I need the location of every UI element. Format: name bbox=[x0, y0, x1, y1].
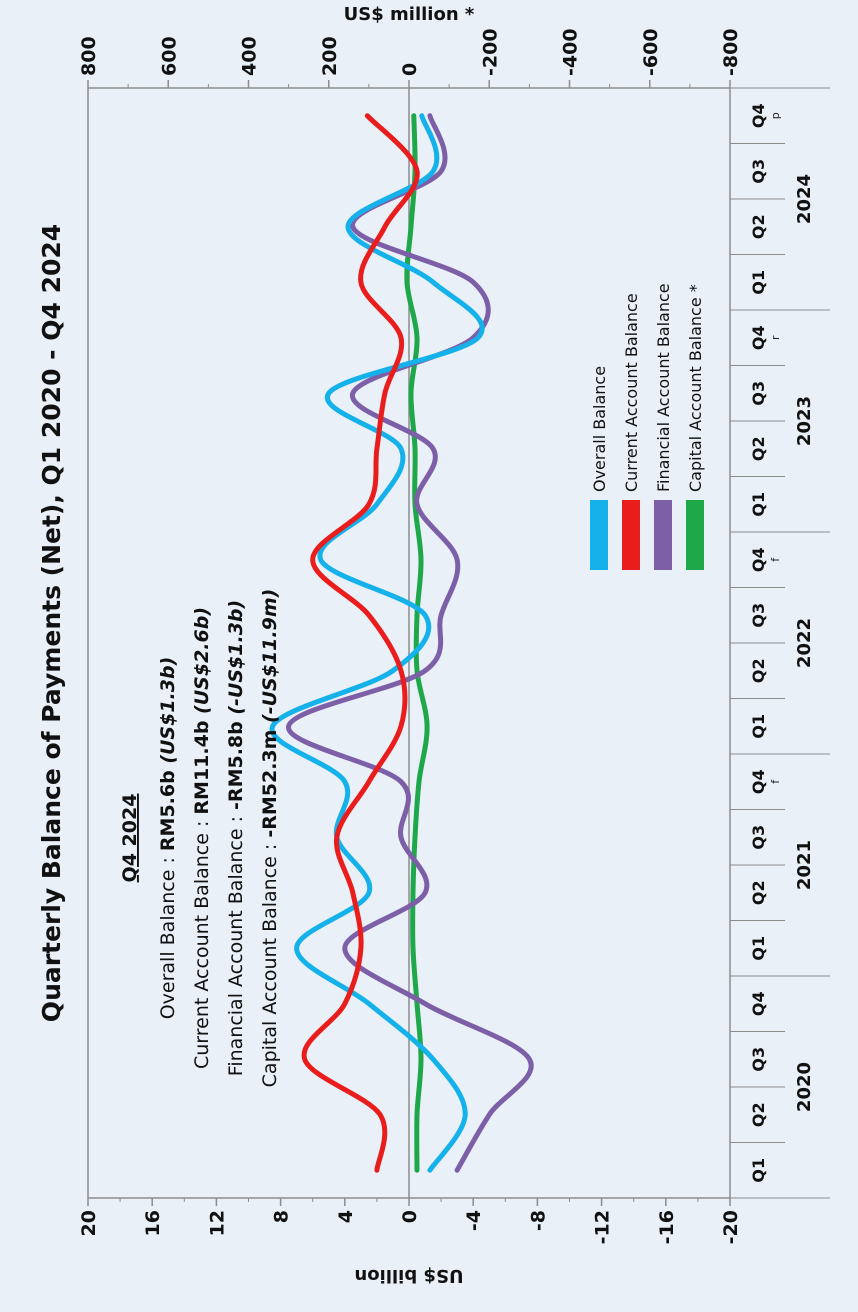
annotation-note: (US$1.3b) bbox=[157, 657, 179, 771]
right-tick-label: 600 bbox=[158, 36, 180, 76]
quarter-label: Q2 bbox=[749, 214, 768, 239]
year-label: 2022 bbox=[794, 618, 815, 668]
quarter-label: Q1 bbox=[749, 1158, 768, 1183]
year-superscript: f bbox=[769, 779, 782, 784]
quarter-label: Q4 bbox=[749, 769, 768, 794]
quarter-label: Q2 bbox=[749, 1102, 768, 1127]
left-tick-label: -12 bbox=[592, 1210, 614, 1244]
right-tick-label: 0 bbox=[399, 63, 421, 76]
legend-label-capital-account-balance: Capital Account Balance * bbox=[686, 284, 705, 492]
annotation-value: RM11.4b bbox=[191, 721, 213, 815]
annotation-note: (-US$1.3b) bbox=[225, 600, 247, 721]
legend: Overall Balance Current Account Balance Fi… bbox=[590, 283, 705, 570]
right-tick-label: -600 bbox=[640, 28, 662, 76]
annotation-line: Current Account Balance : RM11.4b (US$2.… bbox=[191, 607, 213, 1069]
series-line-financial-account-balance bbox=[286, 113, 534, 1173]
year-superscript: p bbox=[769, 112, 782, 119]
annotation-line: Capital Account Balance : -RM52.3m (-US$… bbox=[259, 589, 281, 1088]
annotation-line: Overall Balance : RM5.6b (US$1.3b) bbox=[157, 657, 179, 1020]
left-tick-label: 0 bbox=[399, 1210, 421, 1223]
annotation-value: -RM5.8b bbox=[225, 721, 247, 810]
quarter-label: Q3 bbox=[749, 825, 768, 850]
quarter-label: Q2 bbox=[749, 880, 768, 905]
right-axis: 800 600 400 200 0 -200 -400 -600 -800 bbox=[78, 28, 742, 88]
year-label: 2023 bbox=[794, 396, 815, 446]
chart-title: Quarterly Balance of Payments (Net), Q1 … bbox=[37, 224, 66, 1022]
quarter-label: Q2 bbox=[749, 436, 768, 461]
left-axis: 20 16 12 8 4 0 -4 -8 -12 -16 -20 bbox=[78, 1198, 742, 1244]
legend-swatch-capital-account-balance bbox=[686, 500, 704, 570]
right-tick-label: 400 bbox=[239, 36, 261, 76]
series-line-current-account-balance bbox=[301, 113, 420, 1173]
annotation-line: Financial Account Balance : -RM5.8b (-US… bbox=[225, 600, 247, 1076]
quarter-label: Q3 bbox=[749, 603, 768, 628]
year-label: 2020 bbox=[794, 1062, 815, 1112]
left-tick-label: -20 bbox=[720, 1210, 742, 1244]
legend-swatch-overall-balance bbox=[590, 500, 608, 570]
q4-2024-annotation: Q4 2024 Overall Balance : RM5.6b (US$1.3b… bbox=[119, 589, 281, 1088]
left-tick-label: 12 bbox=[206, 1210, 228, 1236]
annotation-label: Current Account Balance : bbox=[191, 815, 213, 1069]
annotation-note: (US$2.6b) bbox=[191, 607, 213, 721]
quarter-label: Q4 bbox=[749, 547, 768, 572]
year-superscript: r bbox=[769, 335, 782, 340]
quarter-label: Q1 bbox=[749, 714, 768, 739]
annotation-label: Overall Balance : bbox=[157, 851, 179, 1019]
annotation-heading: Q4 2024 bbox=[119, 794, 141, 883]
legend-swatch-current-account-balance bbox=[622, 500, 640, 570]
quarter-label: Q4 bbox=[749, 991, 768, 1016]
series-line-overall-balance bbox=[269, 113, 485, 1173]
legend-swatch-financial-account-balance bbox=[654, 500, 672, 570]
category-axis: Q1 Q2 Q3 Q4 Q1 Q2 Q3 Q4 Q1 Q2 Q3 Q4 Q1 Q2 Q3 Q4 Q1 Q2 Q3 Q4… bbox=[730, 87, 830, 1199]
left-axis-title: US$ billion bbox=[354, 1265, 463, 1286]
annotation-label: Capital Account Balance : bbox=[259, 838, 281, 1088]
rotated-chart-frame: 20 16 12 8 4 0 -4 -8 -12 -16 -20 800 600 400 200 0 -200 -… bbox=[37, 4, 830, 1286]
left-tick-label: 4 bbox=[335, 1210, 357, 1223]
left-tick-label: -16 bbox=[656, 1210, 678, 1244]
annotation-value: RM5.6b bbox=[157, 770, 179, 851]
annotation-value: -RM52.3m bbox=[259, 730, 281, 838]
quarter-label: Q4 bbox=[749, 103, 768, 128]
series-lines bbox=[269, 113, 534, 1173]
quarter-label: Q3 bbox=[749, 1047, 768, 1072]
right-tick-label: -800 bbox=[720, 28, 742, 76]
left-tick-label: -4 bbox=[463, 1210, 485, 1231]
annotation-note: (-US$11.9m) bbox=[259, 589, 281, 730]
quarter-label: Q1 bbox=[749, 492, 768, 517]
legend-label-overall-balance: Overall Balance bbox=[590, 366, 609, 492]
left-tick-label: -8 bbox=[527, 1210, 549, 1231]
left-tick-label: 20 bbox=[78, 1210, 100, 1236]
legend-label-current-account-balance: Current Account Balance bbox=[622, 293, 641, 492]
year-label: 2021 bbox=[794, 840, 815, 890]
right-tick-label: -400 bbox=[560, 28, 582, 76]
quarter-label: Q1 bbox=[749, 936, 768, 961]
right-axis-title: US$ million * bbox=[344, 4, 475, 25]
quarter-label: Q3 bbox=[749, 381, 768, 406]
right-tick-label: 200 bbox=[319, 36, 341, 76]
left-tick-label: 8 bbox=[271, 1210, 293, 1223]
quarter-label: Q1 bbox=[749, 270, 768, 295]
right-tick-label: -200 bbox=[479, 28, 501, 76]
quarter-label: Q2 bbox=[749, 658, 768, 683]
year-superscript: f bbox=[769, 557, 782, 562]
left-tick-label: 16 bbox=[142, 1210, 164, 1236]
quarter-label: Q3 bbox=[749, 159, 768, 184]
quarter-label: Q4 bbox=[749, 325, 768, 350]
year-label: 2024 bbox=[794, 174, 815, 224]
annotation-label: Financial Account Balance : bbox=[225, 810, 247, 1076]
right-tick-label: 800 bbox=[78, 36, 100, 76]
legend-label-financial-account-balance: Financial Account Balance bbox=[654, 283, 673, 492]
